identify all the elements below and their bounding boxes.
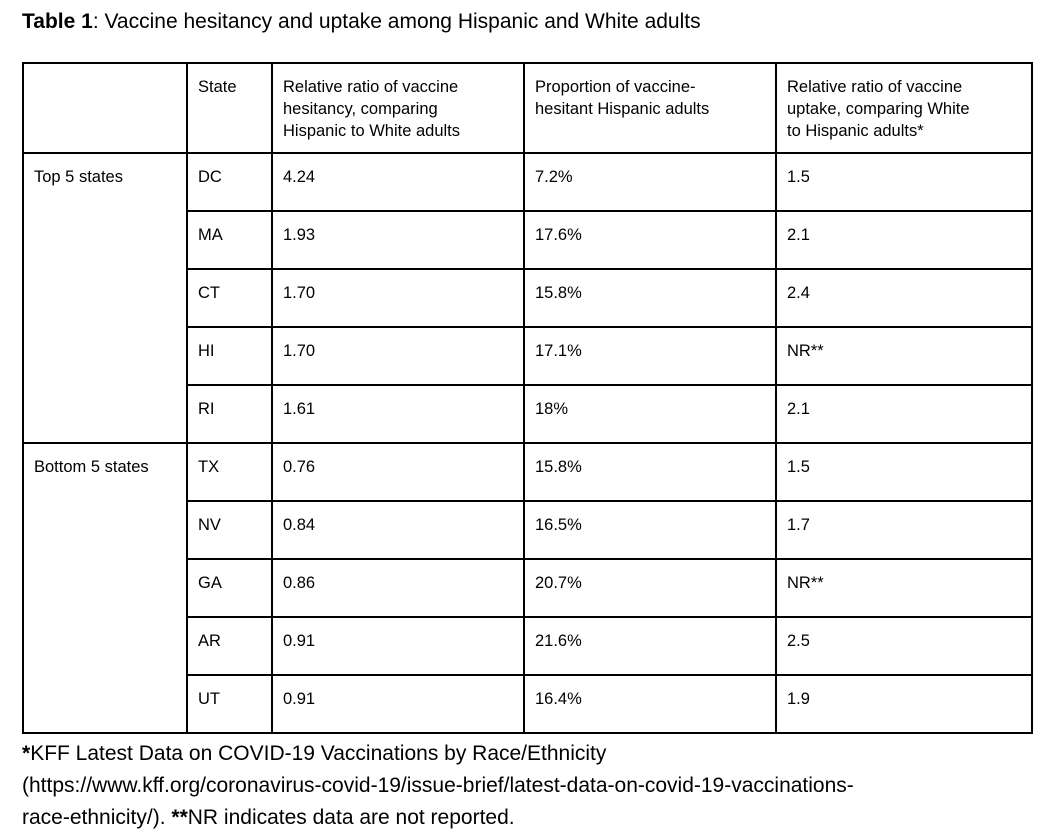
cell-hesitancy-ratio: 1.93 [271,210,525,270]
cell-hesitancy-ratio: 4.24 [271,152,525,212]
table-body: Top 5 states DC 4.24 7.2% 1.5 MA 1.93 17… [22,152,1033,734]
cell-uptake-ratio: 1.5 [775,152,1033,212]
table-row: HI 1.70 17.1% NR** [23,326,1033,386]
table-title: Table 1: Vaccine hesitancy and uptake am… [22,9,1064,34]
group-label-top5: Top 5 states [22,152,188,444]
cell-state: DC [186,152,273,212]
footnote-double-asterisk: ** [171,806,188,829]
cell-proportion-hesitant: 18% [523,384,777,444]
table-row: GA 0.86 20.7% NR** [23,558,1033,618]
header-line: hesitancy, comparing [283,100,438,118]
table-row: NV 0.84 16.5% 1.7 [23,500,1033,560]
cell-proportion-hesitant: 15.8% [523,442,777,502]
cell-proportion-hesitant: 21.6% [523,616,777,676]
footnote-url-text: (https://www.kff.org/coronavirus-covid-1… [22,774,854,797]
cell-state: HI [186,326,273,386]
header-line: hesitant Hispanic adults [535,100,710,118]
table-row: AR 0.91 21.6% 2.5 [23,616,1033,676]
header-cell-group [22,62,188,154]
cell-uptake-ratio: 1.9 [775,674,1033,734]
header-cell-uptake-ratio: Relative ratio of vaccine uptake, compar… [775,62,1033,154]
header-row: State Relative ratio of vaccine hesitanc… [22,62,1033,154]
table-row: Bottom 5 states TX 0.76 15.8% 1.5 [22,442,1033,734]
header-line: Hispanic to White adults [283,122,460,140]
cell-state: MA [186,210,273,270]
footnote-line-2: (https://www.kff.org/coronavirus-covid-1… [22,770,1064,802]
header-cell-proportion-hesitant: Proportion of vaccine- hesitant Hispanic… [523,62,777,154]
cell-hesitancy-ratio: 0.91 [271,616,525,676]
cell-uptake-ratio: 1.7 [775,500,1033,560]
cell-hesitancy-ratio: 1.70 [271,326,525,386]
footnote-asterisk: * [22,742,31,765]
cell-proportion-hesitant: 15.8% [523,268,777,328]
cell-proportion-hesitant: 17.1% [523,326,777,386]
footnote: *KFF Latest Data on COVID-19 Vaccination… [22,738,1064,834]
cell-proportion-hesitant: 17.6% [523,210,777,270]
cell-proportion-hesitant: 16.5% [523,500,777,560]
cell-uptake-ratio: NR** [775,558,1033,618]
cell-uptake-ratio: 2.5 [775,616,1033,676]
table-row: UT 0.91 16.4% 1.9 [23,674,1033,734]
cell-hesitancy-ratio: 1.70 [271,268,525,328]
footnote-line-1: *KFF Latest Data on COVID-19 Vaccination… [22,738,1064,770]
cell-state: UT [186,674,273,734]
header-cell-state: State [186,62,273,154]
cell-hesitancy-ratio: 0.91 [271,674,525,734]
cell-proportion-hesitant: 7.2% [523,152,777,212]
header-state-label: State [198,78,237,96]
footnote-source-text: KFF Latest Data on COVID-19 Vaccinations… [30,742,607,765]
table-title-number: Table 1 [22,10,93,33]
footnote-line-3: race-ethnicity/). **NR indicates data ar… [22,802,1064,834]
header-line: to Hispanic adults* [787,122,924,140]
cell-hesitancy-ratio: 0.84 [271,500,525,560]
group-label-bottom5: Bottom 5 states [22,442,188,734]
table-header: State Relative ratio of vaccine hesitanc… [22,62,1033,154]
cell-state: AR [186,616,273,676]
cell-uptake-ratio: 2.1 [775,384,1033,444]
header-line: Relative ratio of vaccine [787,78,963,96]
table-row: RI 1.61 18% 2.1 [23,384,1033,444]
vaccine-table: State Relative ratio of vaccine hesitanc… [22,62,1033,734]
table-title-text: : Vaccine hesitancy and uptake among His… [92,10,701,33]
cell-state: RI [186,384,273,444]
cell-uptake-ratio: 2.4 [775,268,1033,328]
header-cell-hesitancy-ratio: Relative ratio of vaccine hesitancy, com… [271,62,525,154]
cell-hesitancy-ratio: 1.61 [271,384,525,444]
cell-uptake-ratio: 1.5 [775,442,1033,502]
cell-hesitancy-ratio: 0.76 [271,442,525,502]
header-line: uptake, comparing White [787,100,970,118]
cell-proportion-hesitant: 20.7% [523,558,777,618]
header-line: Proportion of vaccine- [535,78,696,96]
table-row: MA 1.93 17.6% 2.1 [23,210,1033,270]
cell-state: GA [186,558,273,618]
header-line: Relative ratio of vaccine [283,78,459,96]
table-row: Top 5 states DC 4.24 7.2% 1.5 [22,152,1033,444]
cell-uptake-ratio: NR** [775,326,1033,386]
cell-proportion-hesitant: 16.4% [523,674,777,734]
footnote-url-end: race-ethnicity/). [22,806,172,829]
cell-hesitancy-ratio: 0.86 [271,558,525,618]
cell-state: CT [186,268,273,328]
cell-state: NV [186,500,273,560]
cell-state: TX [186,442,273,502]
footnote-nr-text: NR indicates data are not reported. [187,806,515,829]
table-row: CT 1.70 15.8% 2.4 [23,268,1033,328]
cell-uptake-ratio: 2.1 [775,210,1033,270]
